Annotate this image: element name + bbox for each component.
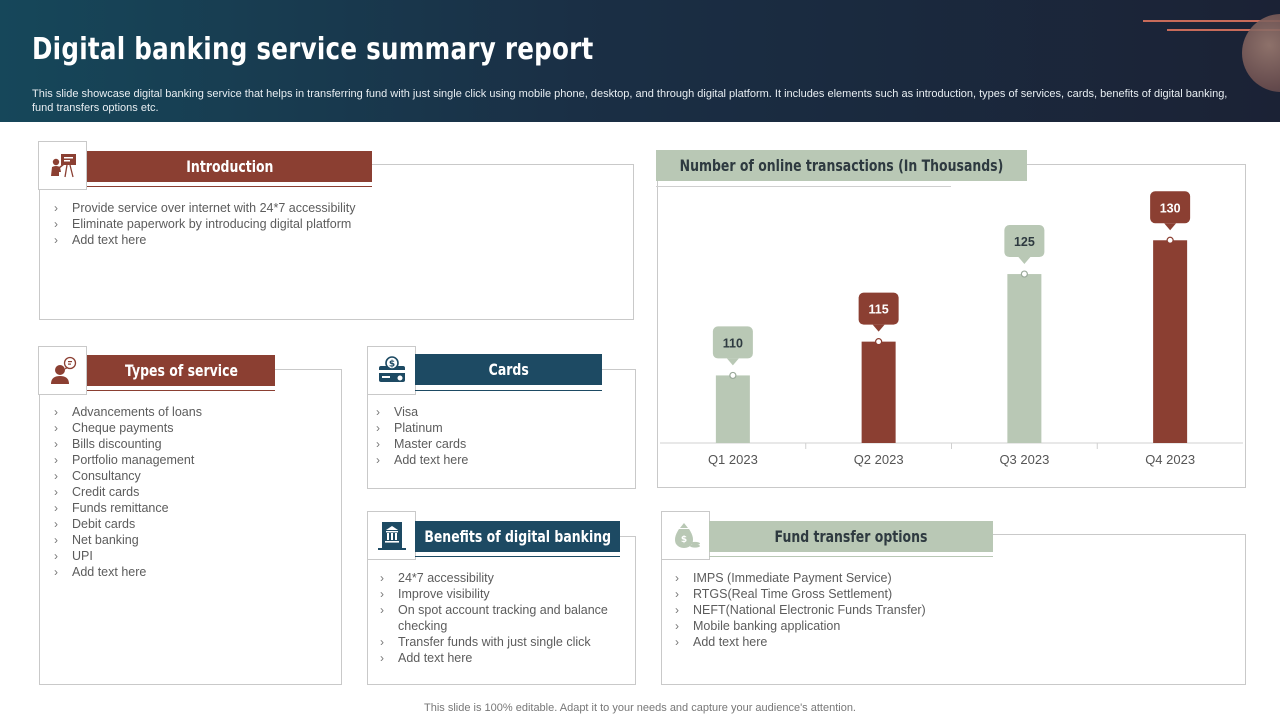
list-item: Consultancy [52, 468, 332, 484]
decor-circle [1242, 14, 1280, 92]
fund-transfer-heading: Fund transfer options [709, 521, 993, 552]
customer-service-icon [38, 346, 87, 395]
list-item: Visa [374, 404, 624, 420]
list-item: Eliminate paperwork by introducing digit… [52, 216, 622, 232]
types-list: Advancements of loans Cheque payments Bi… [52, 404, 332, 580]
footer-note: This slide is 100% editable. Adapt it to… [424, 702, 856, 714]
list-item: Master cards [374, 436, 624, 452]
page-subtitle: This slide showcase digital banking serv… [32, 88, 1228, 114]
heading-underline [709, 556, 993, 557]
list-item: Bills discounting [52, 436, 332, 452]
decor-line [1167, 29, 1280, 31]
decor-line [1143, 20, 1280, 22]
benefits-list: 24*7 accessibility Improve visibility On… [378, 570, 628, 666]
list-item: 24*7 accessibility [378, 570, 628, 586]
list-item: IMPS (Immediate Payment Service) [673, 570, 1233, 586]
chart-title-underline [656, 186, 951, 187]
list-item: Add text here [52, 232, 622, 248]
list-item: Improve visibility [378, 586, 628, 602]
list-item: Net banking [52, 532, 332, 548]
list-item: Provide service over internet with 24*7 … [52, 200, 622, 216]
benefits-heading: Benefits of digital banking [415, 521, 620, 552]
list-item: Credit cards [52, 484, 332, 500]
cards-list: Visa Platinum Master cards Add text here [374, 404, 624, 468]
types-heading: Types of service [87, 355, 275, 386]
list-item: Cheque payments [52, 420, 332, 436]
heading-underline [87, 186, 372, 187]
introduction-heading: Introduction [87, 151, 372, 182]
chart-panel [657, 164, 1246, 488]
introduction-list: Provide service over internet with 24*7 … [52, 200, 622, 248]
list-item: Add text here [378, 650, 628, 666]
bank-building-icon [367, 511, 416, 560]
heading-underline [415, 556, 620, 557]
cards-heading: Cards [415, 354, 602, 385]
list-item: Add text here [673, 634, 1233, 650]
list-item: On spot account tracking and balance che… [378, 602, 628, 634]
list-item: Add text here [52, 564, 332, 580]
heading-underline [415, 390, 602, 391]
page-title: Digital banking service summary report [32, 32, 594, 67]
list-item: UPI [52, 548, 332, 564]
list-item: Portfolio management [52, 452, 332, 468]
fund-transfer-list: IMPS (Immediate Payment Service) RTGS(Re… [673, 570, 1233, 650]
list-item: Platinum [374, 420, 624, 436]
presentation-icon [38, 141, 87, 190]
header-band: Digital banking service summary report T… [0, 0, 1280, 122]
list-item: Debit cards [52, 516, 332, 532]
list-item: RTGS(Real Time Gross Settlement) [673, 586, 1233, 602]
svg-text:$: $ [680, 535, 686, 545]
list-item: Advancements of loans [52, 404, 332, 420]
list-item: NEFT(National Electronic Funds Transfer) [673, 602, 1233, 618]
list-item: Transfer funds with just single click [378, 634, 628, 650]
list-item: Add text here [374, 452, 624, 468]
heading-underline [87, 390, 275, 391]
card-dollar-icon: $ [367, 346, 416, 395]
chart-title: Number of online transactions (In Thousa… [656, 150, 1027, 181]
list-item: Mobile banking application [673, 618, 1233, 634]
money-bag-icon: $ [661, 511, 710, 560]
list-item: Funds remittance [52, 500, 332, 516]
svg-text:$: $ [388, 359, 394, 369]
